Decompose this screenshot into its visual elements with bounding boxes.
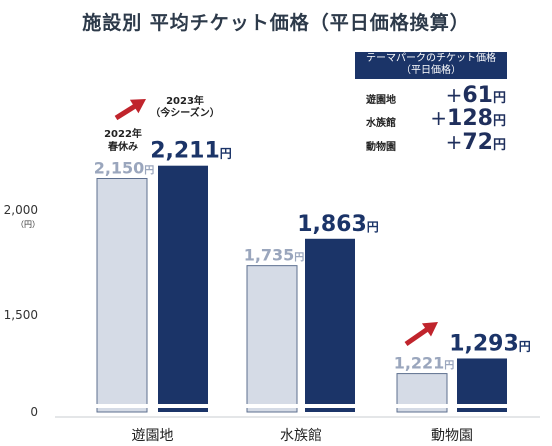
- bar-prev: [246, 265, 298, 413]
- diff-name: 水族館: [366, 118, 396, 129]
- legend-line-2: （平日価格）: [401, 65, 461, 76]
- trend-arrow-head: [421, 322, 438, 337]
- trend-arrow-head: [129, 99, 146, 114]
- axis-break-mark: [95, 404, 149, 408]
- y-tick-label: 2,000: [4, 203, 38, 217]
- data-label-current: 2,211円: [150, 139, 232, 164]
- axis-break-mark: [455, 404, 509, 408]
- chart-title: 施設別 平均チケット価格（平日価格換算）: [82, 12, 470, 34]
- axis-break-mark: [156, 404, 210, 408]
- y-unit-label: （円）: [16, 220, 40, 229]
- y-tick-label: 1,500: [4, 308, 38, 322]
- diff-name: 遊園地: [366, 95, 396, 106]
- axis-break-mark: [245, 404, 299, 408]
- category-label: 遊園地: [132, 428, 174, 444]
- diff-row-amusement: 遊園地 +61円: [366, 83, 516, 108]
- data-label-prev: 2,150円: [94, 159, 155, 178]
- legend-box: テーマパークのチケット価格 （平日価格）: [355, 52, 507, 79]
- diff-row-aquarium: 水族館 +128円: [366, 106, 516, 131]
- series-label-current: （今シーズン）: [150, 106, 220, 119]
- bar-prev: [96, 178, 148, 413]
- diff-name: 動物園: [366, 142, 396, 153]
- series-label-current: 2023年: [166, 94, 204, 107]
- diff-row-zoo: 動物園 +72円: [366, 130, 516, 155]
- data-label-current: 1,293円: [449, 331, 531, 356]
- data-label-current: 1,863円: [297, 212, 379, 237]
- axis-break-mark: [395, 404, 449, 408]
- data-label-prev: 1,735円: [244, 246, 305, 265]
- category-label: 動物園: [431, 428, 473, 444]
- bar-current: [158, 165, 208, 412]
- diff-value: +128円: [430, 106, 506, 131]
- legend-line-1: テーマパークのチケット価格: [366, 53, 496, 64]
- axis-break-mark: [303, 404, 357, 408]
- series-label-prev: 2022年: [104, 127, 142, 140]
- bar-current: [457, 358, 507, 412]
- diff-value: +72円: [445, 130, 506, 155]
- diff-value: +61円: [445, 83, 506, 108]
- y-tick-label: 0: [30, 405, 38, 419]
- data-label-prev: 1,221円: [394, 354, 455, 373]
- bar-current: [305, 238, 355, 412]
- series-label-prev: 春休み: [108, 140, 138, 153]
- category-label: 水族館: [280, 427, 322, 444]
